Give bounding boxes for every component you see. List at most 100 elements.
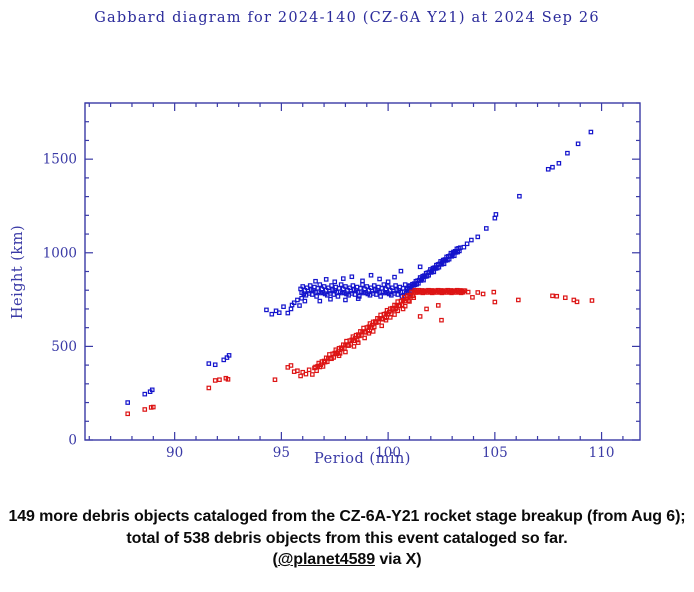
plot-area: 90 95 100 105 110 0 500 1000 1500 (43, 102, 641, 461)
x-tick-label: 110 (589, 445, 615, 461)
data-point (206, 361, 212, 366)
data-point (550, 293, 555, 299)
data-point (588, 129, 594, 135)
planet4589-link[interactable]: @planet4589 (277, 551, 375, 569)
data-point (340, 276, 346, 281)
data-point (343, 284, 348, 289)
data-point (402, 282, 408, 287)
data-point (323, 277, 329, 282)
data-point (493, 212, 499, 217)
data-point (393, 283, 398, 288)
data-point (295, 297, 300, 303)
series-red-points (125, 287, 595, 417)
data-point (336, 353, 342, 359)
data-point (402, 303, 408, 309)
data-point (356, 294, 362, 299)
data-point (371, 283, 377, 288)
data-point (288, 363, 294, 368)
data-point (337, 351, 343, 356)
data-point (291, 300, 297, 306)
x-axis-ticks (88, 103, 624, 440)
data-point (306, 367, 312, 373)
data-point (517, 193, 522, 199)
data-point (545, 166, 551, 172)
data-point (351, 344, 357, 349)
data-point (475, 234, 481, 240)
data-point (364, 284, 370, 289)
data-point (475, 290, 481, 295)
data-point (329, 283, 334, 288)
data-point (516, 297, 521, 303)
x-tick-label: 90 (166, 445, 183, 461)
data-point (288, 306, 294, 312)
data-point (314, 294, 319, 299)
data-point (392, 312, 397, 317)
data-point (307, 283, 313, 288)
data-point (354, 337, 360, 343)
data-point (314, 368, 319, 374)
data-point (149, 387, 155, 393)
data-point (300, 284, 306, 289)
data-point (554, 293, 560, 299)
data-point (125, 400, 130, 405)
data-point (343, 349, 348, 355)
data-point (299, 295, 304, 301)
data-point (317, 282, 323, 287)
data-point (550, 164, 555, 170)
data-point (417, 314, 423, 319)
caption-text: 149 more debris objects cataloged from t… (8, 508, 686, 547)
plot-frame (84, 102, 641, 441)
data-point (398, 268, 404, 274)
data-point (424, 306, 429, 312)
data-point (492, 299, 498, 305)
data-point (331, 355, 336, 360)
data-point (343, 297, 348, 303)
tick-labels: 90 95 100 105 110 0 500 1000 1500 (43, 152, 615, 461)
data-point (562, 295, 568, 301)
data-point (392, 274, 397, 280)
data-point (335, 294, 341, 299)
data-point (355, 340, 361, 345)
data-point (303, 371, 309, 377)
x-tick-label: 100 (375, 445, 401, 461)
data-point (464, 241, 470, 247)
data-point (407, 299, 412, 304)
data-point (480, 291, 486, 297)
caption-attribution: (@planet4589 via X) (272, 551, 422, 569)
data-point (439, 317, 444, 323)
data-point (350, 283, 356, 288)
data-point (321, 284, 327, 289)
data-point (217, 377, 222, 383)
data-point (469, 237, 474, 243)
x-tick-label: 95 (273, 445, 290, 461)
data-point (383, 317, 389, 323)
data-point (328, 296, 333, 302)
data-point (411, 295, 417, 301)
data-point (272, 377, 278, 383)
data-point (368, 272, 374, 278)
data-point (565, 150, 570, 156)
data-point (385, 279, 391, 285)
data-point (297, 303, 302, 308)
data-point (313, 278, 318, 284)
data-point (338, 282, 344, 287)
data-point (575, 141, 581, 147)
data-point (371, 324, 377, 330)
gabbard-chart: Gabbard diagram for 2024-140 (CZ-6A Y21)… (10, 10, 641, 467)
data-point (212, 378, 218, 383)
data-point (206, 385, 212, 391)
y-tick-label: 1000 (43, 245, 77, 261)
data-point (387, 315, 393, 320)
y-tick-label: 500 (51, 339, 77, 355)
data-point (379, 323, 385, 329)
data-point (362, 335, 367, 341)
data-point (366, 330, 372, 336)
data-point (435, 303, 441, 308)
chart-title: Gabbard diagram for 2024-140 (CZ-6A Y21)… (94, 10, 600, 26)
data-point (226, 353, 232, 358)
data-point (285, 310, 291, 316)
caption: 149 more debris objects cataloged from t… (7, 506, 687, 571)
data-point (360, 278, 365, 284)
data-point (556, 160, 562, 166)
data-point (589, 298, 595, 303)
